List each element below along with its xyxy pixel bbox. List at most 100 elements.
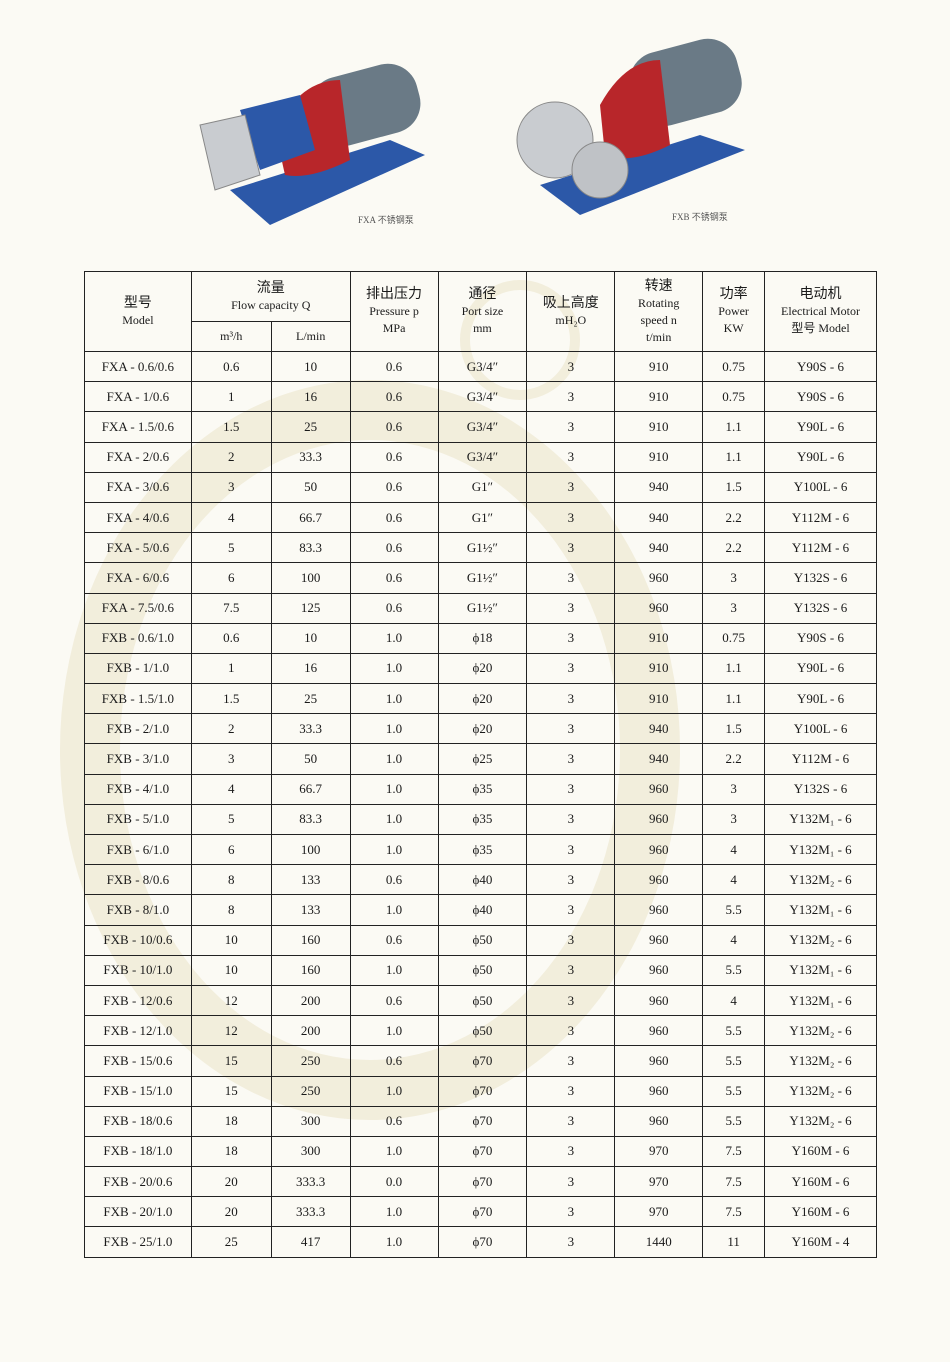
cell-pressure: 0.6 [349,501,439,534]
cell-speed: 910 [614,411,704,443]
cell-power: 2.2 [702,501,766,534]
cell-suction-height: 3 [526,1196,616,1228]
cell-suction-height: 3 [526,1075,616,1107]
cell-flow-lmin: 10 [270,350,351,383]
cell-port-size: ϕ50 [437,984,528,1017]
cell-motor-model: Y100L - 6 [764,713,877,745]
cell-flow-m3h: 15 [190,1045,272,1077]
table-row: FXB - 8/1.0 8 133 1.0 ϕ40 3 960 5.5 Y132M₁ - 6 [84,894,877,926]
cell-flow-m3h: 3 [190,471,272,503]
cell-flow-lmin: 160 [270,924,351,956]
cell-suction-height: 3 [526,562,616,594]
cell-power: 5.5 [702,894,766,926]
cell-port-size: ϕ20 [437,652,528,685]
cell-port-size: ϕ35 [437,833,528,866]
table-row: FXB - 20/0.6 20 333.3 0.0 ϕ70 3 970 7.5 Y160M - … [84,1166,877,1198]
cell-speed: 960 [614,894,704,926]
cell-suction-height: 3 [526,773,616,805]
cell-pressure: 0.6 [349,984,439,1017]
cell-model: FXB - 20/0.6 [84,1166,192,1198]
cell-flow-m3h: 1.5 [190,683,272,715]
table-row: FXB - 25/1.0 25 417 1.0 ϕ70 3 1440 11 Y160M - 4 [84,1226,877,1258]
cell-speed: 960 [614,924,704,956]
cell-flow-m3h: 3 [190,743,272,775]
cell-power: 3 [702,592,766,624]
cell-flow-m3h: 20 [190,1166,272,1198]
cell-speed: 960 [614,1105,704,1137]
cell-power: 11 [702,1226,766,1258]
cell-port-size: ϕ70 [437,1135,528,1168]
cell-power: 5.5 [702,1075,766,1107]
cell-motor-model: Y132M₁ - 6 [764,984,877,1017]
cell-speed: 960 [614,803,704,836]
cell-flow-lmin: 50 [270,743,351,775]
cell-power: 5.5 [702,1045,766,1077]
cell-power: 7.5 [702,1196,766,1228]
cell-suction-height: 3 [526,864,616,896]
cell-pressure: 0.6 [349,411,439,443]
pump-photo-fxa [199,63,425,225]
table-row: FXB - 2/1.0 2 33.3 1.0 ϕ20 3 940 1.5 Y100L - 6 [84,713,877,745]
cell-model: FXB - 20/1.0 [84,1196,192,1228]
cell-motor-model: Y132M₂ - 6 [764,1075,877,1107]
table-row: FXB - 1.5/1.0 1.5 25 1.0 ϕ20 3 910 1.1 Y90L - 6 [84,683,877,715]
cell-motor-model: Y90S - 6 [764,381,877,413]
cell-flow-m3h: 18 [190,1105,272,1137]
cell-model: FXB - 8/0.6 [84,864,192,896]
cell-pressure: 0.6 [349,562,439,594]
cell-speed: 910 [614,441,704,473]
pump-photo-fxb [516,38,745,215]
cell-power: 7.5 [702,1166,766,1198]
cell-flow-m3h: 5 [190,803,272,836]
cell-power: 0.75 [702,622,766,654]
cell-flow-lmin: 300 [270,1135,351,1168]
cell-model: FXA - 4/0.6 [84,501,192,534]
table-row: FXB - 20/1.0 20 333.3 1.0 ϕ70 3 970 7.5 Y160M - … [84,1196,877,1228]
cell-suction-height: 3 [526,1135,616,1168]
cell-port-size: ϕ70 [437,1075,528,1107]
cell-speed: 960 [614,1045,704,1077]
table-row: FXA - 1.5/0.6 1.5 25 0.6 G3/4″ 3 910 1.1 Y90L - … [84,411,877,443]
cell-port-size: ϕ50 [437,924,528,956]
header-motor: 电动机 Electrical Motor 型号 Model [764,271,877,352]
table-body: FXA - 0.6/0.6 0.6 10 0.6 G3/4″ 3 910 0.75 Y90S -… [84,350,877,1258]
cell-motor-model: Y132M₁ - 6 [764,803,877,836]
cell-power: 5.5 [702,1015,766,1047]
cell-flow-lmin: 16 [270,652,351,685]
cell-flow-m3h: 5 [190,532,272,564]
cell-pressure: 0.6 [349,592,439,624]
cell-motor-model: Y112M - 6 [764,532,877,564]
cell-port-size: ϕ70 [437,1105,528,1137]
cell-flow-lmin: 33.3 [270,713,351,745]
cell-speed: 1440 [614,1226,704,1258]
cell-flow-lmin: 250 [270,1045,351,1077]
cell-suction-height: 3 [526,1015,616,1047]
cell-model: FXB - 10/1.0 [84,954,192,986]
cell-speed: 960 [614,833,704,866]
cell-motor-model: Y132M₂ - 6 [764,1105,877,1137]
cell-power: 1.1 [702,411,766,443]
cell-power: 4 [702,833,766,866]
cell-pressure: 1.0 [349,1196,439,1228]
cell-speed: 960 [614,773,704,805]
cell-port-size: G3/4″ [437,441,528,473]
cell-power: 1.1 [702,441,766,473]
cell-suction-height: 3 [526,894,616,926]
cell-speed: 940 [614,743,704,775]
cell-power: 7.5 [702,1135,766,1168]
cell-flow-m3h: 8 [190,894,272,926]
cell-flow-lmin: 300 [270,1105,351,1137]
cell-pressure: 1.0 [349,622,439,654]
table-row: FXA - 1/0.6 1 16 0.6 G3/4″ 3 910 0.75 Y90S - 6 [84,381,877,413]
cell-motor-model: Y100L - 6 [764,471,877,503]
header-flow-lmin: L/min [270,321,351,352]
cell-pressure: 0.6 [349,441,439,473]
table-row: FXB - 4/1.0 4 66.7 1.0 ϕ35 3 960 3 Y132S - 6 [84,773,877,805]
table-row: FXA - 2/0.6 2 33.3 0.6 G3/4″ 3 910 1.1 Y90L - 6 [84,441,877,473]
cell-model: FXA - 1.5/0.6 [84,411,192,443]
cell-flow-lmin: 66.7 [270,773,351,805]
cell-pressure: 1.0 [349,1075,439,1107]
table-row: FXB - 8/0.6 8 133 0.6 ϕ40 3 960 4 Y132M₂ - 6 [84,864,877,896]
table-row: FXB - 12/0.6 12 200 0.6 ϕ50 3 960 4 Y132M₁ - 6 [84,984,877,1017]
cell-suction-height: 3 [526,833,616,866]
